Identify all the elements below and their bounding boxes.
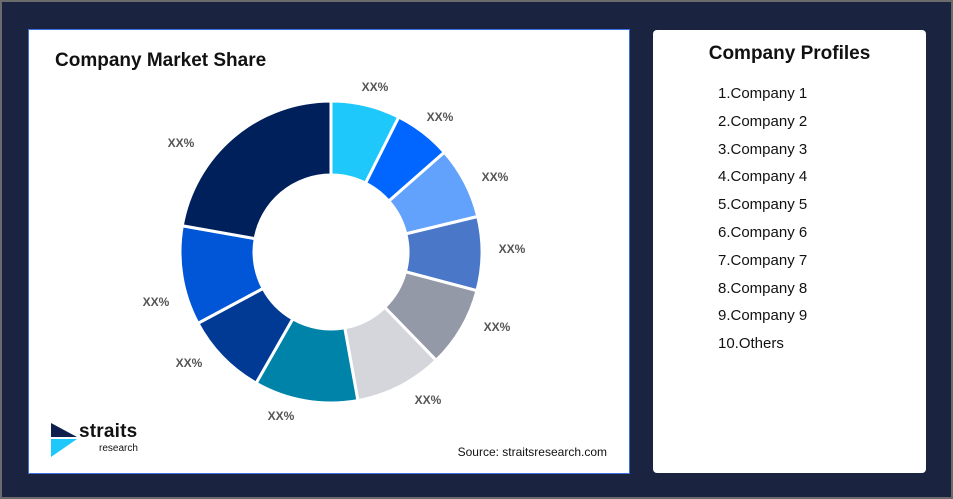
slice-label: XX%: [168, 136, 195, 150]
profile-item: 9.Company 9: [718, 307, 808, 325]
profile-item: 3.Company 3: [718, 140, 808, 158]
straits-logo: straits research: [51, 421, 161, 457]
slice-label: XX%: [415, 393, 442, 407]
profile-item: 1.Company 1: [718, 85, 808, 102]
market-share-panel: Company Market Share XX% XX% XX% XX% XX% XX% X…: [28, 29, 630, 474]
logo-name: straits: [79, 421, 138, 442]
profile-item: 8.Company 8: [718, 279, 808, 297]
donut-slice: [180, 99, 333, 241]
profile-item: 10.Others: [718, 335, 784, 353]
logo-arrow-icon: [51, 423, 77, 457]
slice-label: XX%: [176, 356, 203, 370]
profile-item: 2.Company 2: [718, 112, 808, 130]
slice-label: XX%: [427, 110, 454, 124]
profile-item: 4.Company 4: [718, 168, 808, 186]
profile-item: 5.Company 5: [718, 196, 808, 214]
chart-title: Company Market Share: [55, 50, 267, 71]
slice-label: XX%: [143, 295, 170, 309]
slice-label: XX%: [484, 320, 511, 334]
profile-item: 7.Company 7: [718, 251, 808, 269]
slice-label: XX%: [482, 170, 509, 184]
company-profiles-panel: Company Profiles 1.Company 1 2.Company 2 3…: [653, 30, 926, 473]
profiles-list: 1.Company 1 2.Company 2 3.Company 3 4.Compa…: [718, 84, 807, 362]
slice-label: XX%: [362, 80, 389, 94]
logo-sub: research: [99, 443, 138, 454]
source-note: Source: straitsresearch.com: [457, 445, 607, 459]
slice-label: XX%: [499, 242, 526, 256]
profiles-title: Company Profiles: [708, 43, 871, 64]
slice-label: XX%: [268, 409, 295, 423]
profile-item: 6.Company 6: [718, 223, 808, 241]
donut-chart: XX% XX% XX% XX% XX% XX% XX% XX% XX% XX%: [143, 80, 526, 423]
